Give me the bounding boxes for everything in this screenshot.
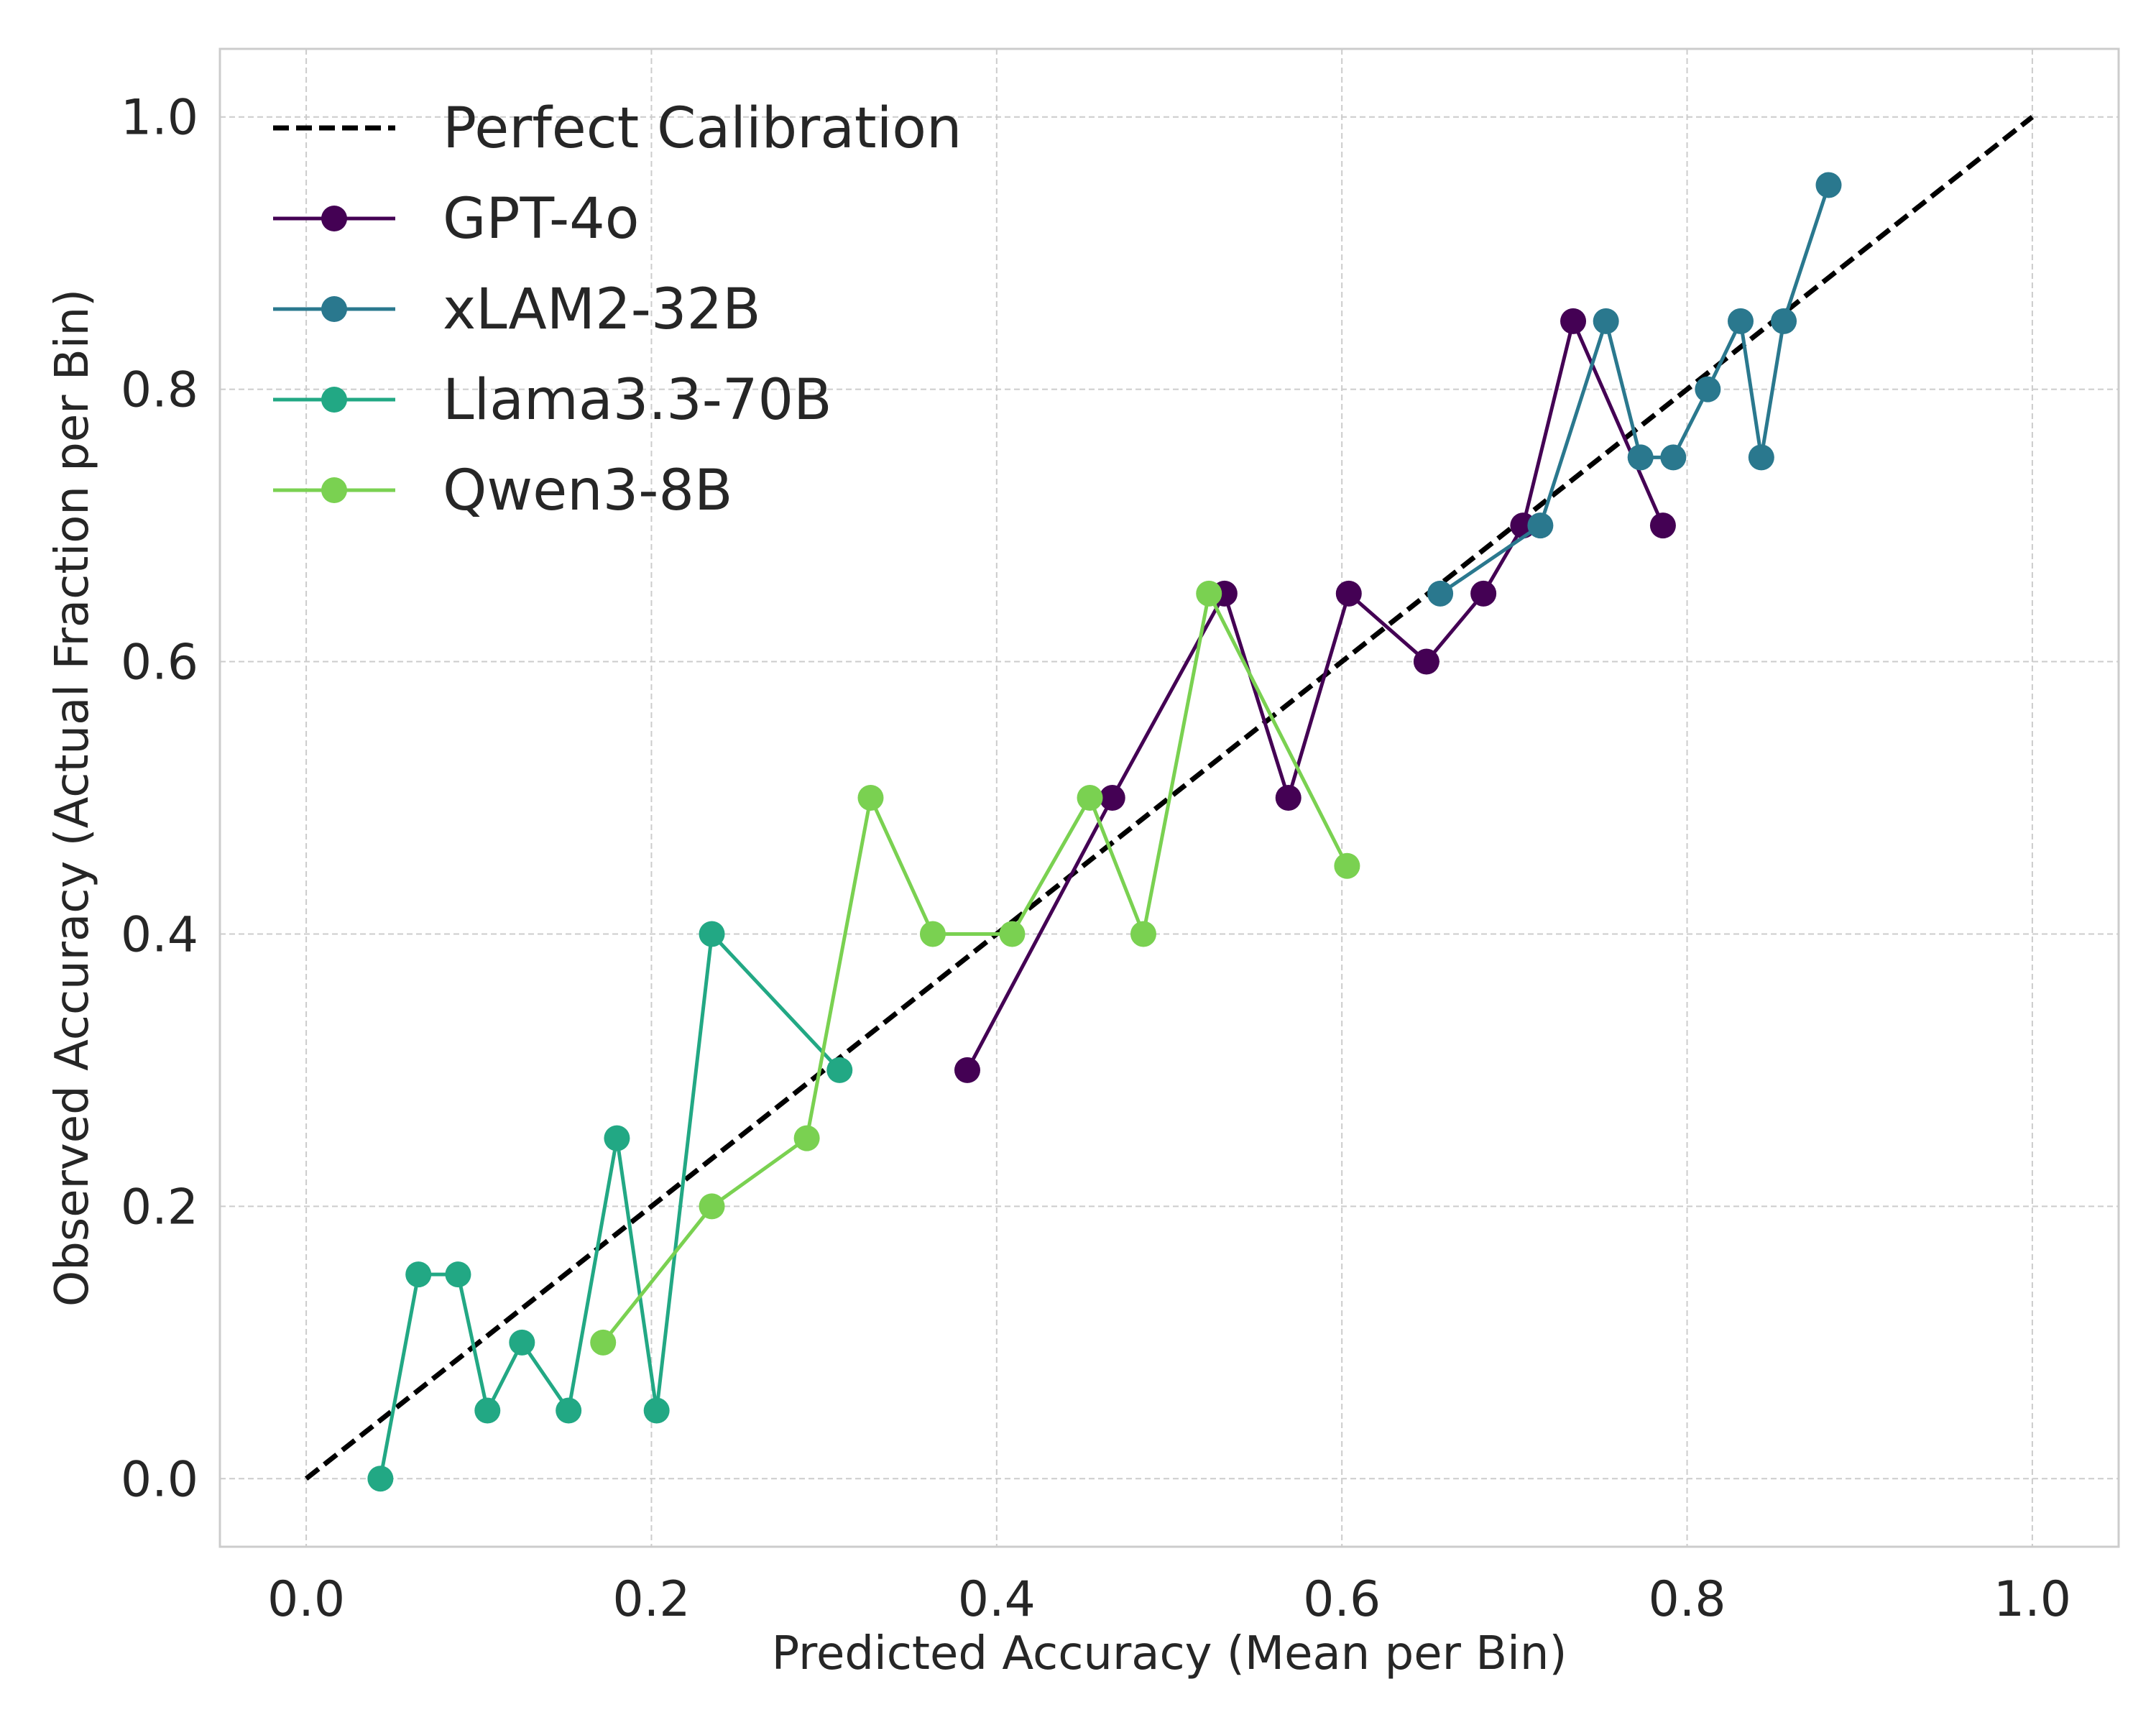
series-xlam2-32b (1427, 172, 1842, 607)
data-point-qwen3-8b (1130, 921, 1156, 947)
x-tick-label: 0.0 (267, 1571, 345, 1628)
x-tick-label: 1.0 (1994, 1571, 2071, 1628)
data-point-qwen3-8b (919, 921, 946, 947)
data-point-gpt-4o (1649, 512, 1676, 539)
data-point-llama3-3-70b (405, 1261, 432, 1288)
legend-item-gpt-4o: GPT-4o (273, 187, 639, 252)
y-tick-labels: 0.0 0.2 0.4 0.6 0.8 1.0 (121, 90, 198, 1509)
y-tick-label: 0.0 (121, 1451, 198, 1508)
legend-label: xLAM2-32B (443, 277, 761, 342)
legend-marker (321, 477, 347, 503)
data-point-xlam2-32b (1728, 308, 1754, 334)
legend: Perfect Calibration GPT-4o xLAM2-32B Llama3… (273, 96, 962, 523)
x-tick-labels: 0.0 0.2 0.4 0.6 0.8 1.0 (267, 1571, 2071, 1628)
legend-item-qwen3-8b: Qwen3-8B (273, 459, 733, 523)
data-point-llama3-3-70b (826, 1057, 853, 1083)
series-qwen3-8b (590, 580, 1360, 1356)
legend-item-perfect-calibration: Perfect Calibration (273, 96, 962, 161)
data-point-llama3-3-70b (556, 1397, 582, 1424)
data-point-qwen3-8b (793, 1125, 820, 1151)
data-point-gpt-4o (1560, 308, 1587, 334)
data-point-xlam2-32b (1695, 376, 1721, 402)
legend-label: Perfect Calibration (443, 96, 962, 161)
data-point-gpt-4o (954, 1057, 980, 1083)
x-tick-label: 0.8 (1648, 1571, 1726, 1628)
data-point-llama3-3-70b (367, 1466, 394, 1492)
data-point-qwen3-8b (1077, 785, 1103, 811)
data-point-llama3-3-70b (699, 921, 725, 947)
data-point-xlam2-32b (1593, 308, 1619, 334)
data-point-qwen3-8b (1334, 852, 1360, 879)
data-point-gpt-4o (1099, 785, 1125, 811)
legend-label: Llama3.3-70B (443, 368, 832, 433)
data-point-xlam2-32b (1527, 512, 1554, 539)
grid-lines (220, 49, 2119, 1547)
series-line-xlam2-32b (1439, 184, 1830, 595)
x-tick-label: 0.2 (612, 1571, 690, 1628)
data-point-xlam2-32b (1627, 444, 1654, 471)
data-point-llama3-3-70b (509, 1329, 535, 1356)
legend-item-llama3-3-70b: Llama3.3-70B (273, 368, 832, 433)
data-point-xlam2-32b (1427, 580, 1454, 607)
y-tick-label: 1.0 (121, 90, 198, 147)
data-point-xlam2-32b (1771, 308, 1797, 334)
series-line-gpt-4o (965, 319, 1665, 1072)
data-point-gpt-4o (1413, 648, 1439, 675)
data-point-xlam2-32b (1748, 444, 1774, 471)
data-point-llama3-3-70b (643, 1397, 670, 1424)
legend-marker (321, 296, 347, 322)
legend-label: Qwen3-8B (443, 459, 733, 523)
x-tick-label: 0.6 (1303, 1571, 1381, 1628)
data-point-qwen3-8b (999, 921, 1026, 947)
legend-marker (321, 387, 347, 413)
data-point-qwen3-8b (699, 1193, 725, 1220)
y-axis-label: Observed Accuracy (Actual Fraction per B… (46, 289, 99, 1307)
data-point-qwen3-8b (1196, 580, 1222, 607)
x-tick-label: 0.4 (958, 1571, 1036, 1628)
data-point-qwen3-8b (590, 1329, 617, 1356)
y-tick-label: 0.8 (121, 362, 198, 419)
series-layer (367, 172, 1842, 1492)
data-point-llama3-3-70b (604, 1125, 630, 1151)
data-point-gpt-4o (1335, 580, 1362, 607)
data-point-llama3-3-70b (474, 1397, 501, 1424)
x-axis-label: Predicted Accuracy (Mean per Bin) (772, 1627, 1567, 1680)
data-point-xlam2-32b (1660, 444, 1687, 471)
y-tick-label: 0.2 (121, 1179, 198, 1236)
legend-marker (321, 206, 347, 231)
series-llama3-3-70b (367, 921, 853, 1492)
data-point-gpt-4o (1470, 580, 1497, 607)
y-tick-label: 0.6 (121, 635, 198, 691)
series-line-qwen3-8b (602, 592, 1349, 1344)
data-point-llama3-3-70b (445, 1261, 471, 1288)
data-point-qwen3-8b (857, 785, 884, 811)
data-point-xlam2-32b (1815, 172, 1842, 198)
data-point-gpt-4o (1275, 785, 1302, 811)
y-tick-label: 0.4 (121, 906, 198, 963)
series-line-llama3-3-70b (378, 932, 842, 1479)
legend-label: GPT-4o (443, 187, 639, 252)
legend-item-xlam2-32b: xLAM2-32B (273, 277, 761, 342)
